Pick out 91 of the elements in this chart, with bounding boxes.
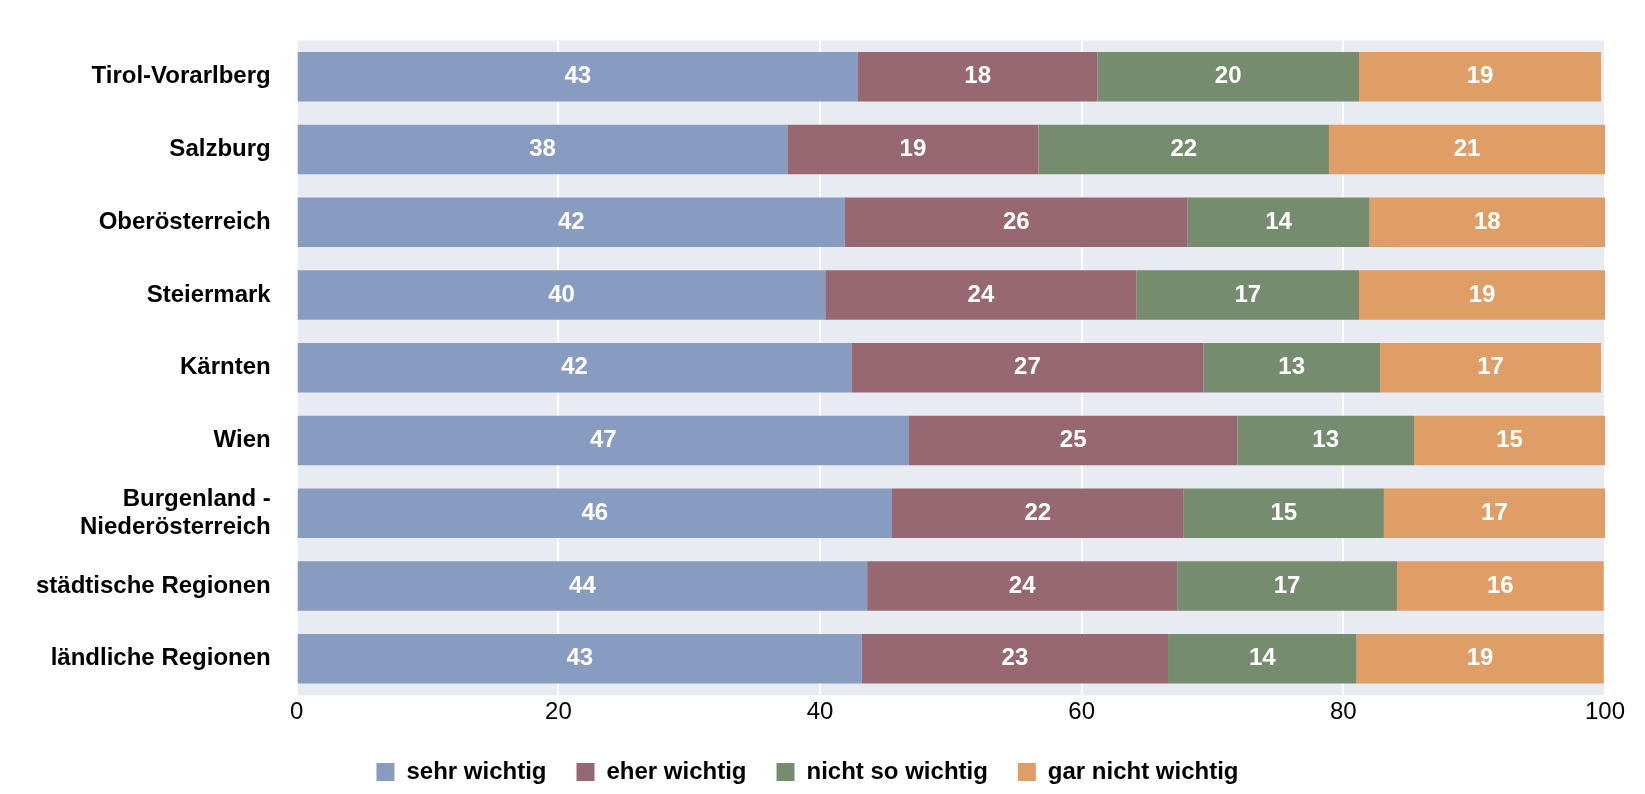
y-tick-label: Oberösterreich: [98, 206, 271, 234]
y-tick-label: Tirol-Vorarlberg: [91, 61, 271, 89]
bar: [787, 124, 1039, 175]
data-label: 46: [581, 497, 609, 525]
bar: [1379, 343, 1602, 393]
data-label: 40: [548, 279, 575, 307]
bar: [1097, 52, 1360, 102]
bar: [1383, 488, 1605, 539]
data-label: 38: [529, 134, 556, 162]
bar: [297, 270, 826, 320]
data-label: 47: [590, 425, 617, 453]
y-tick-label: Steiermark: [146, 279, 272, 307]
bar: [1396, 561, 1604, 611]
x-tick-label: 80: [1329, 697, 1357, 725]
bar: [1413, 415, 1605, 466]
legend-label: eher wichtig: [606, 756, 747, 784]
bar: [825, 270, 1137, 320]
bar: [844, 197, 1188, 248]
bar: [851, 343, 1204, 393]
data-label: 20: [1214, 61, 1242, 89]
data-label: 43: [566, 643, 594, 671]
bar: [1038, 124, 1329, 175]
data-label: 16: [1486, 570, 1514, 598]
bar: [297, 415, 909, 466]
data-label: 18: [1473, 206, 1501, 234]
data-label: 44: [569, 570, 597, 598]
y-tick-label: städtische Regionen: [36, 570, 271, 598]
data-label: 14: [1248, 643, 1277, 671]
y-tick-label: Burgenland - Niederösterreich: [79, 483, 271, 540]
data-label: 13: [1278, 352, 1306, 380]
bar: [297, 52, 858, 102]
bar: [1237, 415, 1414, 466]
y-tick-label: ländliche Regionen: [50, 643, 271, 671]
bar: [297, 197, 845, 248]
x-tick-label: 0: [290, 697, 304, 725]
bar: [297, 488, 892, 539]
data-label: 42: [557, 206, 585, 234]
data-label: 17: [1481, 497, 1508, 525]
y-tick-label: Kärnten: [180, 352, 271, 380]
data-label: 22: [1170, 134, 1198, 162]
data-label: 17: [1477, 352, 1504, 380]
data-label: 24: [1008, 570, 1037, 598]
bar: [1187, 197, 1370, 248]
data-label: 15: [1496, 425, 1523, 453]
bar: [1177, 561, 1397, 611]
bar: [1359, 270, 1605, 320]
data-label: 14: [1265, 206, 1293, 234]
data-label: 22: [1024, 497, 1052, 525]
bar: [867, 561, 1178, 611]
data-label: 27: [1014, 352, 1041, 380]
bar: [1328, 124, 1605, 175]
data-label: 23: [1001, 643, 1029, 671]
x-tick-label: 60: [1068, 697, 1096, 725]
data-label: 43: [564, 61, 592, 89]
data-label: 25: [1059, 425, 1087, 453]
bar: [1168, 634, 1357, 684]
bar: [297, 124, 788, 175]
x-tick-label: 20: [545, 697, 572, 725]
data-label: 17: [1273, 570, 1301, 598]
bar: [891, 488, 1184, 539]
data-label: 18: [964, 61, 992, 89]
bar: [908, 415, 1238, 466]
data-label: 19: [1468, 279, 1496, 307]
y-tick-label: Wien: [213, 425, 271, 453]
data-label: 19: [1466, 643, 1494, 671]
bar: [1356, 634, 1604, 684]
data-label: 19: [1466, 61, 1494, 89]
legend-label: sehr wichtig: [406, 756, 547, 784]
x-tick-label: 40: [806, 697, 834, 725]
bar: [297, 561, 868, 611]
y-tick-label: Salzburg: [169, 134, 271, 162]
bar: [1369, 197, 1605, 248]
data-label: 26: [1002, 206, 1030, 234]
bar: [1136, 270, 1360, 320]
data-label: 13: [1312, 425, 1340, 453]
data-label: 15: [1270, 497, 1298, 525]
bar: [861, 634, 1169, 684]
x-tick-label: 100: [1584, 697, 1626, 725]
data-label: 17: [1234, 279, 1262, 307]
bar: [297, 634, 862, 684]
bar: [297, 343, 852, 393]
bar: [1183, 488, 1384, 539]
bar: [1203, 343, 1380, 393]
data-label: 24: [967, 279, 995, 307]
data-label: 42: [561, 352, 588, 380]
bar: [1359, 52, 1602, 102]
legend-label: gar nicht wichtig: [1047, 756, 1239, 784]
data-label: 21: [1453, 134, 1481, 162]
legend-label: nicht so wichtig: [806, 756, 988, 784]
bar: [857, 52, 1098, 102]
data-label: 19: [899, 134, 927, 162]
